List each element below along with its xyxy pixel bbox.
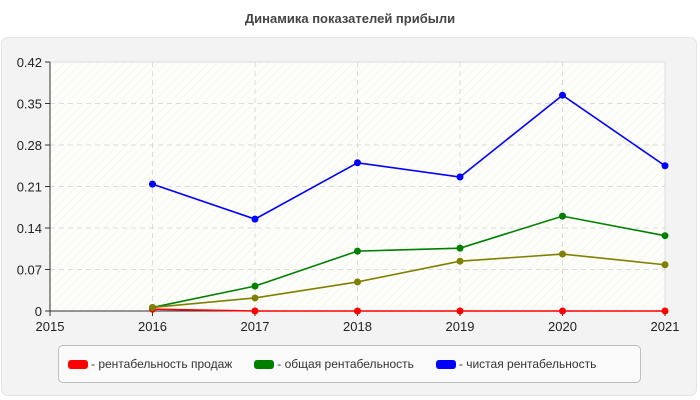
data-point[interactable] xyxy=(251,294,259,302)
chart-title: Динамика показателей прибыли xyxy=(244,11,456,26)
data-point[interactable] xyxy=(149,180,156,188)
data-point[interactable] xyxy=(456,257,464,265)
legend-swatch-icon xyxy=(254,359,275,369)
data-point[interactable] xyxy=(661,307,669,315)
x-tick-label: 2021 xyxy=(651,319,680,334)
data-point[interactable] xyxy=(354,159,361,167)
legend-swatch-icon xyxy=(435,359,456,369)
data-point[interactable] xyxy=(661,232,669,240)
series-line xyxy=(152,94,666,220)
series-line xyxy=(152,253,666,309)
x-tick-label: 2017 xyxy=(241,319,270,334)
data-point[interactable] xyxy=(559,91,566,99)
x-tick-label: 2019 xyxy=(446,319,475,334)
x-tick-label: 2016 xyxy=(138,319,167,334)
y-tick-label: 0.35 xyxy=(17,97,42,112)
data-point[interactable] xyxy=(456,173,464,181)
data-point[interactable] xyxy=(661,261,669,269)
data-point[interactable] xyxy=(251,215,259,223)
y-tick-label: 0.14 xyxy=(17,221,42,236)
series-line xyxy=(152,215,666,309)
data-point[interactable] xyxy=(251,282,259,290)
chart-legend: - рентабельность продаж - общая рентабель… xyxy=(58,345,641,383)
legend-label: - чистая рентабельность xyxy=(458,357,597,371)
plot-area: 0 0.07 0.14 0.21 0.28 0.35 0.42 2015 2016 2017 201… xyxy=(17,55,680,334)
data-point[interactable] xyxy=(456,307,464,315)
x-tick-label: 2015 xyxy=(36,319,65,334)
data-point[interactable] xyxy=(251,307,259,315)
data-point[interactable] xyxy=(559,307,566,315)
data-point[interactable] xyxy=(354,247,361,255)
x-tick-label: 2020 xyxy=(548,319,577,334)
data-point[interactable] xyxy=(149,303,156,311)
data-point[interactable] xyxy=(354,307,361,315)
y-tick-label: 0.07 xyxy=(17,263,42,278)
legend-label: - рентабельность продаж xyxy=(91,357,233,371)
data-point[interactable] xyxy=(559,250,566,258)
legend-swatch-icon xyxy=(68,359,88,369)
data-point[interactable] xyxy=(456,244,464,252)
y-tick-label: 0.42 xyxy=(17,55,42,70)
data-point[interactable] xyxy=(661,162,669,170)
data-point[interactable] xyxy=(559,212,566,220)
y-tick-label: 0.28 xyxy=(17,138,42,153)
legend-item[interactable]: - рентабельность продаж xyxy=(68,357,232,371)
legend-item[interactable]: - чистая рентабельность xyxy=(435,357,597,371)
series-line xyxy=(152,308,665,312)
x-tick-label: 2018 xyxy=(343,319,372,334)
data-point[interactable] xyxy=(354,278,361,286)
legend-label: - общая рентабельность xyxy=(277,357,414,371)
y-tick-label: 0.21 xyxy=(17,180,42,195)
y-tick-label: 0 xyxy=(35,304,42,319)
legend-item[interactable]: - общая рентабельность xyxy=(254,357,414,371)
